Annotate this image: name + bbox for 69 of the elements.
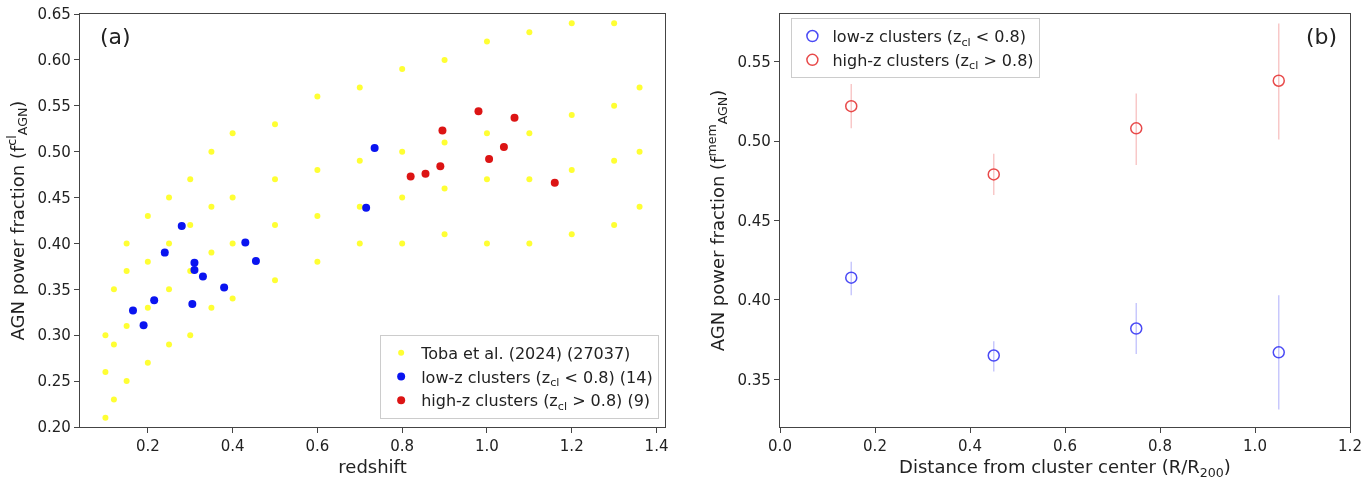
x-tick-label: 0.2 — [135, 437, 160, 456]
point — [421, 169, 430, 178]
x-tick-label: 0.4 — [958, 437, 982, 456]
legend-label: low-z clusters (z$_{cl}$ < 0.8) — [832, 27, 1026, 49]
y-tick-label: 0.25 — [37, 372, 71, 391]
point — [1272, 74, 1285, 87]
y-tick-label: 0.35 — [737, 370, 771, 389]
y-tick-label: 0.45 — [37, 188, 71, 207]
x-tick-label: 0.6 — [1053, 437, 1077, 456]
point — [190, 258, 199, 267]
legend-label: high-z clusters (z$_{cl}$ > 0.8) — [832, 51, 1034, 73]
point — [370, 144, 379, 152]
point — [485, 155, 494, 164]
point — [188, 300, 197, 309]
point — [987, 168, 1000, 181]
point — [220, 283, 229, 292]
point — [510, 113, 519, 122]
point — [160, 248, 169, 257]
y-tick-label: 0.55 — [737, 52, 771, 71]
x-tick-label: 1.0 — [1243, 437, 1267, 456]
point — [1130, 122, 1143, 135]
y-tick-label: 0.60 — [37, 51, 71, 70]
point — [128, 306, 137, 315]
point — [406, 172, 415, 181]
x-tick-label: 1.0 — [475, 437, 499, 456]
x-tick-label: 1.2 — [559, 437, 584, 456]
point — [1272, 346, 1285, 359]
annotation: (a) — [100, 24, 131, 49]
point — [438, 126, 447, 135]
y-tick-label: 0.40 — [737, 291, 771, 310]
legend-label: high-z clusters (z$_{cl}$ > 0.8) (9) — [421, 391, 651, 413]
x-tick-label: 1.2 — [1338, 437, 1362, 456]
x-axis-title: redshift — [338, 456, 407, 478]
y-tick-label: 0.50 — [737, 132, 771, 151]
x-tick-label: 0.8 — [390, 437, 415, 456]
point — [251, 256, 260, 265]
y-tick-label: 0.65 — [37, 5, 71, 24]
point — [499, 143, 508, 152]
annotation: (b) — [1306, 24, 1338, 49]
y-tick-label: 0.35 — [37, 280, 71, 299]
y-tick-label: 0.50 — [37, 142, 71, 161]
x-tick-label: 0.8 — [1148, 437, 1172, 456]
point — [150, 296, 159, 305]
point — [139, 321, 148, 330]
x-tick-label: 0.6 — [305, 437, 330, 456]
point — [474, 107, 483, 116]
point — [198, 272, 207, 281]
point — [845, 271, 858, 284]
point — [1130, 322, 1143, 335]
x-tick-label: 1.4 — [644, 437, 669, 456]
point — [436, 162, 445, 171]
y-tick-label: 0.20 — [37, 418, 71, 437]
point — [550, 178, 559, 187]
legend-label: low-z clusters (z$_{cl}$ < 0.8) (14) — [421, 367, 653, 390]
y-tick-label: 0.30 — [37, 326, 71, 345]
point — [362, 203, 371, 212]
point — [177, 222, 186, 231]
y-tick-label: 0.55 — [37, 97, 71, 116]
x-tick-label: 0.2 — [863, 437, 887, 456]
x-tick-label: 0.0 — [768, 437, 792, 456]
point — [987, 349, 1000, 362]
point — [845, 99, 858, 113]
y-tick-label: 0.40 — [37, 234, 71, 253]
legend-label: Toba et al. (2024) (27037) — [420, 343, 631, 363]
y-tick-label: 0.45 — [737, 211, 771, 230]
x-tick-label: 0.4 — [220, 437, 245, 456]
x-axis-title: Distance from cluster center (R/R$_{200}$) — [899, 456, 1231, 480]
point — [190, 266, 199, 275]
point — [241, 238, 250, 247]
